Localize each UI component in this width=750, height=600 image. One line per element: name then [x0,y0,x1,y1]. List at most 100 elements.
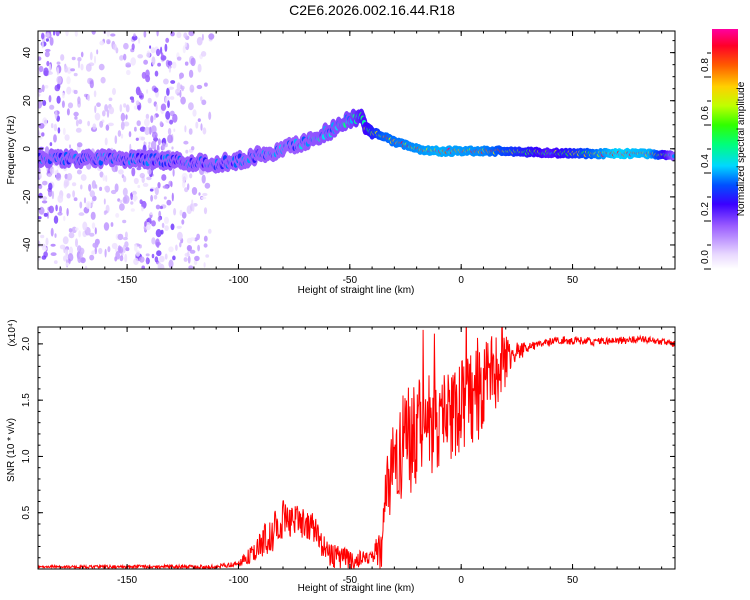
spectrogram-noise-blob [68,228,73,233]
spectrogram-noise-blob [189,237,196,241]
spectrogram-noise-blob [123,195,130,204]
spectrogram-noise-blob [75,119,79,127]
snr-multiplier: (x10⁴) [7,319,18,346]
spectrogram-noise-blob [50,252,57,256]
spectrogram-noise-blob [201,99,207,106]
spectrogram-noise-blob [104,104,108,112]
spectrogram-noise-blob [130,201,134,205]
spectrogram-noise-blob [122,219,127,224]
spectrogram-noise-blob [38,206,45,215]
spectrogram-noise-blob [195,121,199,129]
spectrogram-noise-blob [99,120,104,128]
spectrogram-noise-blob [119,255,124,262]
spectrogram-noise-blob [187,183,190,191]
spectrogram-noise-blob [156,48,161,57]
x-tick-label: -50 [343,575,358,586]
spectrogram-noise-blob [172,168,175,177]
spectrogram-noise-blob [79,251,83,258]
spectrogram-noise-blob [104,185,110,192]
spectrogram-noise-blob [75,238,78,248]
spectrogram-noise-blob [182,180,186,188]
spectrogram-noise-blob [181,87,184,92]
spectrogram-noise-blob [122,237,128,241]
spectrogram-noise-blob [80,63,84,71]
spectrogram-noise-blob [56,76,62,84]
spectrogram-noise-blob [153,114,156,120]
spectrogram-y-label: Frequency (Hz) [6,116,17,185]
spectrogram-noise-blob [80,184,83,190]
x-tick-label: -100 [228,575,248,586]
spectrogram-noise-blob [135,100,140,107]
spectrogram-noise-blob [48,63,52,73]
spectrogram-noise-blob [124,231,128,239]
spectrogram-noise-blob [49,166,55,175]
colorbar-tick-label: 0.4 [700,154,711,168]
x-tick-label: -100 [228,275,248,286]
spectrogram-noise-blob [154,70,159,77]
spectrogram-noise-blob [63,255,68,262]
x-tick-label: 0 [458,575,464,586]
spectrogram-noise-blob [157,216,161,222]
spectrogram-noise-blob [157,138,161,146]
spectrogram-noise-blob [49,37,54,46]
spectrogram-noise-blob [115,251,120,260]
spectrogram-noise-blob [93,90,97,98]
spectrogram-noise-blob [136,120,141,127]
spectrogram-noise-blob [164,225,169,231]
x-tick-label: 0 [458,275,464,286]
spectrogram-noise-blob [110,222,114,227]
spectrogram-noise-blob [41,255,47,260]
spectrogram-noise-blob [125,247,130,252]
spectrogram-noise-blob [66,67,72,74]
spectrogram-noise-blob [141,206,144,212]
spectrogram-noise-blob [66,173,73,181]
spectrogram-noise-blob [98,63,105,71]
spectrogram-noise-blob [165,142,168,148]
spectrogram-noise-blob [84,265,88,269]
spectrogram-noise-blob [179,76,182,80]
spectrogram-noise-blob [77,59,81,69]
spectrogram-noise-blob [203,207,208,215]
spectrogram-noise-blob [69,144,71,149]
spectrogram-noise-blob [112,43,117,51]
spectrogram-noise-blob [94,184,98,189]
spectrogram-noise-blob [110,189,117,195]
spectrogram-noise-blob [133,177,139,185]
spectrogram-noise-blob [94,55,96,64]
spectrogram-noise-blob [167,100,170,108]
spectrogram-noise-blob [149,188,154,192]
spectrogram-noise-blob [53,260,58,264]
spectrogram-noise-blob [181,211,187,219]
spectrogram-noise-blob [38,240,41,248]
spectrogram-noise-blob [157,62,162,67]
spectrogram-noise-blob [135,250,141,257]
spectrogram-noise-blob [168,259,174,269]
spectrogram-noise-blob [165,37,170,43]
x-tick-label: -150 [117,275,137,286]
spectrogram-noise-blob [62,127,66,136]
spectrogram-noise-blob [42,180,48,186]
spectrogram-noise-blob [163,196,167,200]
spectrogram-noise-blob [50,243,56,247]
spectrogram-frame [37,30,676,270]
spectrogram-noise-blob [78,230,81,238]
spectrogram-noise-blob [183,140,189,145]
spectrogram-noise-blob [99,186,103,191]
spectrogram-noise-blob [43,67,49,76]
spectrogram-noise-blob [188,31,195,37]
spectrogram-noise-blob [85,201,92,209]
spectrogram-noise-blob [60,54,65,61]
spectrogram-noise-blob [201,33,204,41]
spectrogram-noise-blob [38,65,44,73]
spectrogram-noise-blob [183,32,188,39]
spectrogram-noise-blob [74,116,78,120]
spectrogram-noise-blob [89,232,95,237]
spectrogram-noise-blob [120,121,125,131]
spectrogram-noise-blob [48,95,52,103]
spectrogram-noise-blob [164,43,168,52]
spectrogram-noise-blob [114,135,118,145]
spectrogram-panel: -150 -100 -50 0 50 -40 -20 0 20 40 Height of stra… [6,30,676,296]
spectrogram-noise-blob [120,112,126,122]
spectrogram-noise-blob [196,84,203,90]
spectrogram-noise-blob [145,253,150,257]
